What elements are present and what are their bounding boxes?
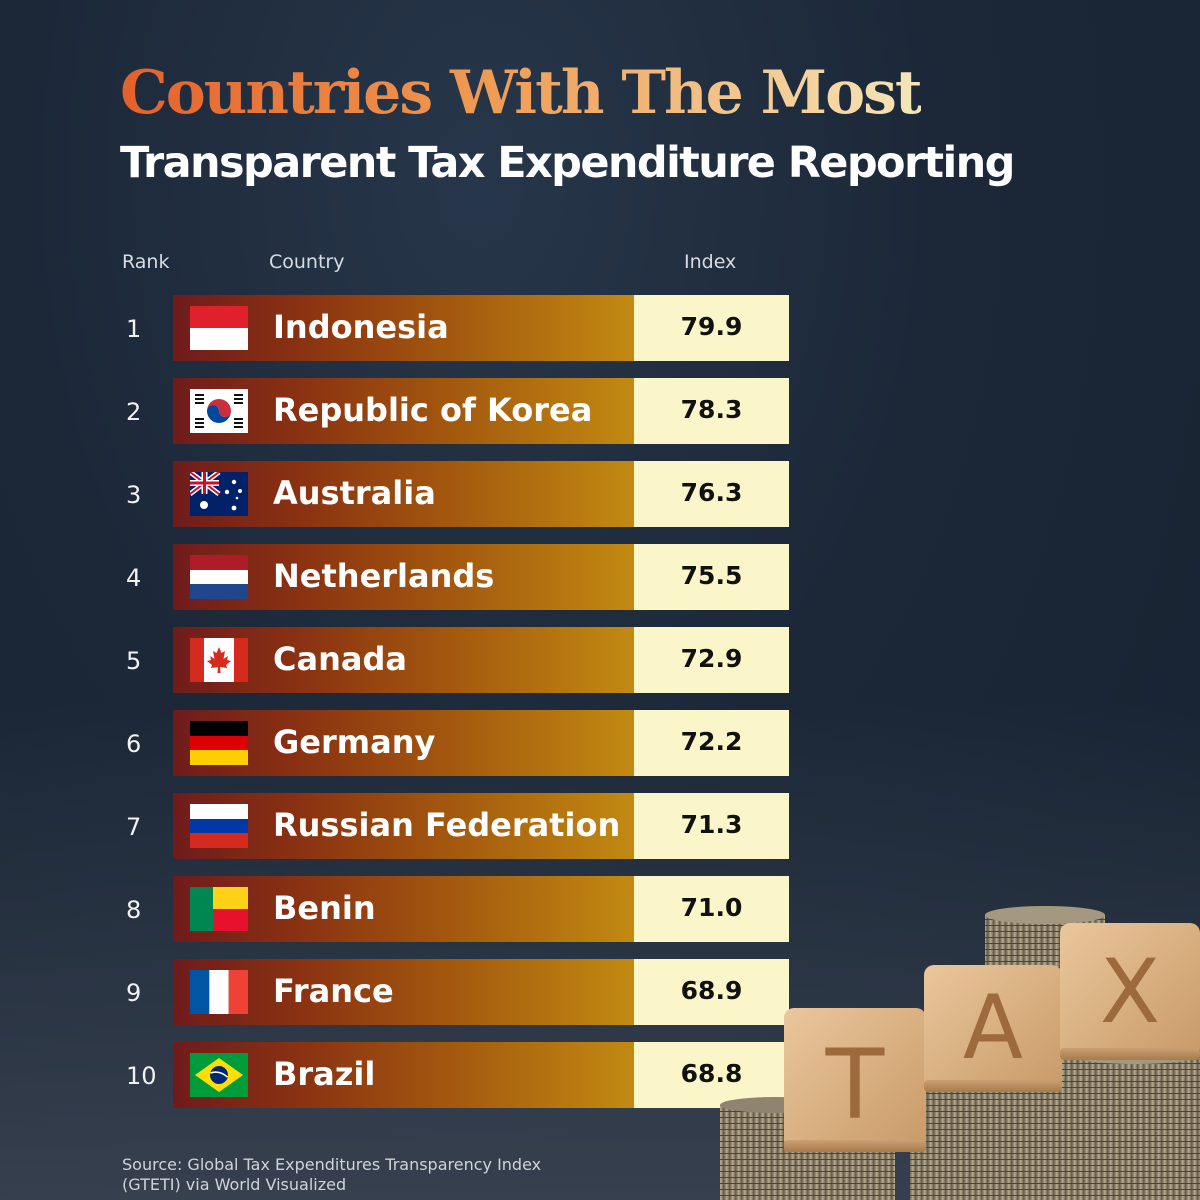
header-rank: Rank (122, 251, 170, 273)
title-line-2: Transparent Tax Expenditure Reporting (120, 138, 1015, 188)
country-bar (173, 876, 634, 942)
source-line-1: Source: Global Tax Expenditures Transpar… (122, 1155, 542, 1174)
index-value: 79.9 (680, 312, 743, 341)
index-cell (634, 627, 789, 693)
index-value: 71.3 (680, 810, 743, 839)
source-line-2: (GTETI) via World Visualized (122, 1175, 347, 1194)
index-cell (634, 461, 789, 527)
rank-label: 9 (126, 979, 142, 1007)
country-name: Indonesia (273, 308, 449, 346)
rank-label: 10 (126, 1062, 157, 1090)
country-bar (173, 378, 634, 444)
country-name: Russian Federation (273, 806, 621, 844)
tax-block-a (924, 965, 1062, 1092)
benin-flag (190, 887, 248, 931)
country-bar (173, 1042, 634, 1108)
tax-letter-a: A (963, 976, 1023, 1079)
country-bar (173, 461, 634, 527)
index-cell (634, 1042, 789, 1108)
tax-letter-x: X (1100, 940, 1160, 1043)
country-bar (173, 627, 634, 693)
canada-flag (190, 638, 248, 682)
netherlands-flag (190, 555, 248, 599)
rank-label: 3 (126, 481, 142, 509)
country-name: France (273, 972, 394, 1010)
germany-flag (190, 721, 248, 765)
index-cell (634, 876, 789, 942)
rank-label: 5 (126, 647, 142, 675)
russia-flag (190, 804, 248, 848)
south-korea-flag (190, 389, 248, 433)
index-value: 68.8 (680, 1059, 743, 1088)
tax-block-t (784, 1008, 926, 1152)
country-bar (173, 793, 634, 859)
index-value: 78.3 (680, 395, 743, 424)
index-cell (634, 710, 789, 776)
rank-label: 4 (126, 564, 142, 592)
country-bar (173, 710, 634, 776)
index-value: 76.3 (680, 478, 743, 507)
country-name: Republic of Korea (273, 391, 593, 429)
country-name: Netherlands (273, 557, 495, 595)
rank-label: 8 (126, 896, 142, 924)
index-value: 75.5 (680, 561, 743, 590)
rank-label: 7 (126, 813, 142, 841)
country-name: Germany (273, 723, 436, 761)
header-index: Index (684, 251, 737, 273)
tax-blocks-illustration: T A X (720, 906, 1200, 1200)
brazil-flag (190, 1053, 248, 1097)
index-value: 72.2 (680, 727, 743, 756)
country-bar (173, 295, 634, 361)
index-value: 68.9 (680, 976, 743, 1005)
country-bar (173, 544, 634, 610)
country-name: Brazil (273, 1055, 376, 1093)
index-cell (634, 378, 789, 444)
country-name: Australia (273, 474, 436, 512)
index-value: 71.0 (680, 893, 743, 922)
rank-label: 2 (126, 398, 142, 426)
country-bar (173, 959, 634, 1025)
rank-label: 1 (126, 315, 142, 343)
indonesia-flag (190, 306, 248, 350)
tax-letter-t: T (825, 1029, 885, 1141)
index-cell (634, 295, 789, 361)
tax-block-x (1060, 923, 1200, 1060)
index-value: 72.9 (680, 644, 743, 673)
australia-flag (190, 472, 248, 516)
index-cell (634, 544, 789, 610)
title-line-1: Countries With The Most (120, 58, 923, 128)
index-cell (634, 793, 789, 859)
france-flag (190, 970, 248, 1014)
header-country: Country (269, 251, 345, 273)
country-name: Canada (273, 640, 407, 678)
index-cell (634, 959, 789, 1025)
country-name: Benin (273, 889, 376, 927)
source-note: Source: Global Tax Expenditures Transpar… (122, 1155, 541, 1195)
rank-label: 6 (126, 730, 142, 758)
